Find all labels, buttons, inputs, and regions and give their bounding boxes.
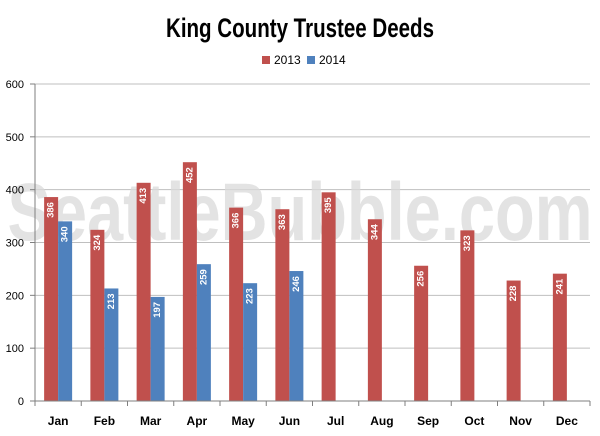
data-label: 259 [198, 269, 209, 285]
y-tick-label: 400 [6, 185, 24, 197]
data-label: 223 [245, 288, 256, 304]
x-tick-label: Feb [94, 414, 115, 428]
bar-2013-dec [552, 273, 567, 401]
data-label: 324 [92, 234, 103, 251]
legend: 2013 2014 [262, 53, 346, 67]
data-label: 340 [60, 226, 71, 242]
legend-swatch-2013 [262, 56, 270, 64]
data-label: 323 [462, 235, 473, 251]
bar-2013-apr [182, 162, 197, 401]
bar-2013-nov [506, 280, 521, 401]
bar-2013-sep [414, 265, 429, 401]
y-tick-label: 600 [6, 79, 24, 91]
legend-label-2013: 2013 [274, 53, 301, 67]
bars: 386 324 413 452 366 363 395 344 256 323 228 241 340 2… [44, 162, 567, 401]
bar-2014-may [243, 283, 258, 401]
bar-2013-mar [136, 182, 151, 401]
data-label: 413 [138, 188, 149, 204]
x-tick-label: Dec [556, 414, 578, 428]
x-tick-label: May [231, 414, 255, 428]
bar-2013-oct [460, 230, 475, 401]
chart-title: King County Trustee Deeds [166, 13, 434, 43]
bar-2013-feb [90, 229, 105, 401]
data-label: 197 [152, 302, 163, 318]
bar-2014-jun [289, 271, 304, 401]
x-tick-label: Oct [464, 414, 484, 428]
watermark: SeattleBubble.com [8, 167, 593, 258]
y-tick-label: 0 [18, 396, 24, 408]
bar-2014-apr [196, 264, 211, 401]
data-label: 256 [416, 271, 427, 287]
data-label: 246 [291, 276, 302, 292]
bar-2013-may [229, 207, 244, 401]
x-tick-label: Jan [48, 414, 69, 428]
y-tick-label: 200 [6, 290, 24, 302]
x-tick-label: Nov [509, 414, 532, 428]
x-tick-label: Mar [140, 414, 162, 428]
bar-2013-aug [367, 219, 382, 401]
x-tick-label: Jun [279, 414, 300, 428]
bar-2014-jan [58, 221, 73, 401]
data-label: 366 [231, 213, 242, 229]
x-tick-label: Apr [187, 414, 208, 428]
bar-2014-mar [150, 296, 165, 401]
data-label: 344 [369, 224, 380, 241]
bar-2013-jul [321, 192, 336, 401]
axes: 0 100 200 300 400 500 600 Jan Feb Mar Apr May Jun Jul… [6, 79, 591, 428]
data-label: 452 [184, 167, 195, 183]
legend-swatch-2014 [307, 56, 315, 64]
y-tick-label: 100 [6, 343, 24, 355]
data-label: 228 [508, 286, 519, 302]
y-tick-label: 300 [6, 238, 24, 250]
y-tick-label: 500 [6, 132, 24, 144]
x-tick-label: Aug [370, 414, 393, 428]
data-label: 395 [323, 197, 334, 214]
bar-2014-feb [104, 288, 119, 401]
data-label: 386 [46, 202, 57, 218]
gridlines [35, 83, 590, 349]
data-label: 213 [106, 293, 117, 309]
data-label: 241 [554, 278, 565, 295]
data-label: 363 [277, 214, 288, 230]
legend-label-2014: 2014 [319, 53, 346, 67]
x-tick-label: Jul [327, 414, 344, 428]
bar-2013-jun [275, 209, 290, 401]
bar-2013-jan [44, 197, 59, 401]
x-tick-label: Sep [417, 414, 439, 428]
